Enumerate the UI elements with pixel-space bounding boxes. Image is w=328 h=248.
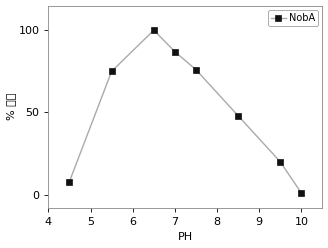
X-axis label: PH: PH bbox=[178, 232, 193, 243]
NobA bbox=[278, 160, 282, 163]
Legend: NobA: NobA bbox=[268, 10, 318, 26]
Line: NobA: NobA bbox=[66, 27, 305, 196]
NobA bbox=[110, 70, 113, 73]
NobA bbox=[152, 29, 156, 32]
Y-axis label: % 活性: % 活性 bbox=[6, 93, 15, 120]
NobA bbox=[299, 191, 303, 194]
NobA bbox=[68, 180, 72, 183]
NobA bbox=[173, 50, 177, 53]
NobA bbox=[194, 68, 198, 71]
NobA bbox=[236, 114, 240, 117]
